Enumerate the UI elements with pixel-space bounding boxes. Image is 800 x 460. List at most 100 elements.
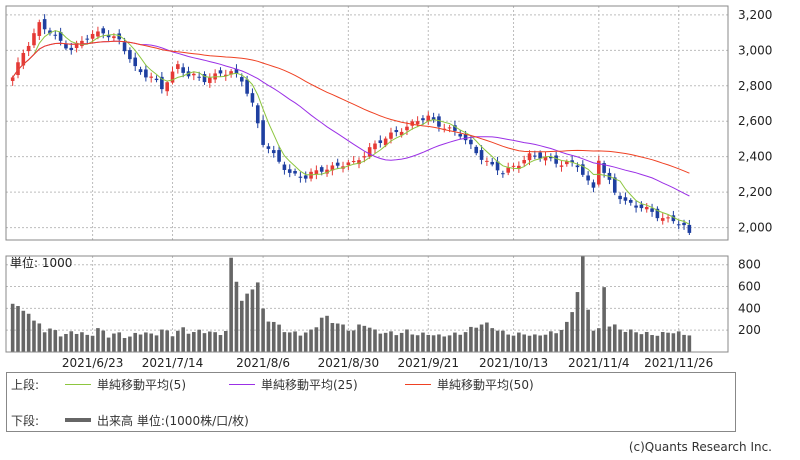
legend-item-sma5: 単純移動平均(5) [65, 376, 186, 393]
volume-bar [298, 335, 303, 352]
volume-bar [218, 335, 223, 352]
candle-body [229, 71, 233, 75]
candle-body [133, 57, 138, 67]
volume-bar [48, 328, 52, 352]
volume-bar [277, 324, 281, 352]
price-ytick-label: 2,400 [738, 150, 772, 164]
volume-bar [229, 257, 233, 352]
volume-bar [405, 329, 409, 352]
price-panel: 2,000 2,200 2,400 2,600 2,800 3,000 3,200 [5, 5, 772, 241]
candle-body [42, 19, 47, 30]
x-tick-label: 2021/11/4 [568, 356, 630, 370]
volume-bar [522, 334, 526, 352]
volume-bar [192, 332, 196, 352]
candle-body [325, 169, 329, 174]
volume-bar [90, 335, 95, 352]
volume-bar [565, 321, 569, 352]
legend-swatch-sma25 [229, 383, 255, 385]
candle-body [383, 138, 388, 146]
candle-body [559, 165, 564, 167]
volume-bar [170, 336, 175, 352]
candle-body [271, 150, 276, 154]
volume-bar [447, 335, 452, 352]
volume-bar [410, 334, 415, 352]
volume-bar [644, 331, 649, 352]
candle-body [543, 156, 548, 161]
candle-body [367, 147, 372, 157]
volume-bar [660, 331, 665, 352]
volume-bar [469, 326, 473, 352]
volume-bar [634, 332, 638, 352]
candle-body [639, 204, 644, 209]
candle-body [373, 143, 377, 150]
candle-body [208, 77, 212, 83]
candle-body [628, 199, 633, 203]
candle-body [37, 22, 42, 36]
volume-unit-label: 単位: 1000 [10, 255, 72, 270]
volume-bar [133, 332, 138, 352]
x-tick-label: 2021/6/23 [62, 356, 124, 370]
volume-bar [437, 334, 441, 352]
volume-bar [453, 332, 457, 352]
candle-body [138, 69, 143, 73]
volume-bar [479, 324, 484, 352]
volume-bar [319, 317, 324, 352]
candle-body [90, 33, 95, 39]
volume-bar [415, 335, 420, 352]
candle-body [64, 43, 68, 49]
legend-swatch-volume [65, 418, 91, 422]
volume-bar [325, 315, 329, 352]
candle-body [261, 120, 265, 145]
candle-body [293, 170, 297, 174]
candle-body [644, 207, 649, 210]
candle-body [160, 76, 164, 90]
x-tick-label: 2021/9/21 [398, 356, 460, 370]
candle-body [144, 69, 148, 78]
candle-body [69, 47, 74, 51]
candle-body [580, 164, 585, 175]
candle-body [10, 77, 15, 81]
candle-body [154, 78, 159, 81]
volume-bar [85, 334, 90, 352]
volume-bar [80, 332, 84, 352]
volume-bar [197, 329, 201, 352]
candle-body [586, 175, 590, 181]
price-ytick-label: 3,000 [738, 43, 772, 57]
price-ytick-label: 3,200 [738, 8, 772, 22]
legend-label-sma5: 単純移動平均(5) [97, 377, 186, 392]
candle-body [282, 164, 287, 170]
volume-bar [367, 327, 372, 352]
volume-bar [176, 330, 180, 352]
candle-body [16, 62, 20, 76]
volume-bar [239, 300, 244, 352]
legend-item-volume: 出来高 単位:(1000株/口/枚) [65, 412, 249, 429]
volume-bar [74, 333, 79, 352]
candle-body [533, 155, 537, 157]
candle-body [453, 125, 457, 131]
volume-bar [181, 327, 185, 352]
candle-body [447, 127, 452, 129]
volume-bar [394, 335, 399, 352]
volume-bar [676, 331, 681, 352]
volume-bar [607, 326, 612, 352]
volume-bar [245, 293, 249, 352]
volume-bar [495, 330, 500, 352]
candle-body [410, 121, 415, 126]
volume-bar [346, 330, 351, 352]
volume-bar [628, 329, 633, 352]
candle-body [495, 161, 500, 171]
volume-bar [149, 333, 154, 352]
volume-bar [255, 282, 260, 352]
legend-label-sma25: 単純移動平均(25) [261, 377, 358, 392]
volume-bar [602, 287, 606, 352]
candle-body [575, 165, 580, 168]
candle-body [527, 153, 532, 161]
volume-bar [357, 324, 361, 352]
volume-bar [373, 329, 377, 352]
candle-body [479, 150, 484, 160]
candle-body [655, 208, 660, 219]
stock-chart: 2,000 2,200 2,400 2,600 2,800 3,000 3,200 2021… [5, 5, 772, 370]
volume-bar [21, 310, 26, 352]
candle-body [245, 79, 249, 94]
candle-body [58, 32, 63, 41]
